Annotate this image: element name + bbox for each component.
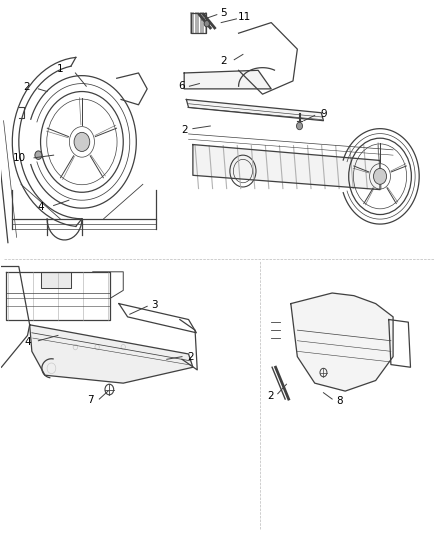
Polygon shape	[291, 293, 393, 391]
Circle shape	[35, 151, 42, 159]
Polygon shape	[186, 100, 323, 120]
Text: 11: 11	[238, 12, 251, 22]
Text: 9: 9	[320, 109, 327, 119]
Polygon shape	[41, 272, 71, 288]
Polygon shape	[30, 325, 193, 383]
Text: 2: 2	[181, 125, 187, 135]
Text: 1: 1	[57, 64, 64, 74]
Circle shape	[297, 122, 303, 130]
Text: 5: 5	[220, 8, 226, 18]
Text: 10: 10	[13, 153, 26, 163]
Circle shape	[374, 168, 387, 184]
Circle shape	[204, 20, 209, 27]
Text: 7: 7	[87, 395, 94, 405]
Polygon shape	[193, 144, 380, 190]
Text: 4: 4	[37, 202, 44, 212]
Text: 2: 2	[23, 82, 30, 92]
Text: 3: 3	[151, 300, 158, 310]
Circle shape	[74, 132, 90, 151]
Polygon shape	[184, 70, 271, 89]
Text: 4: 4	[24, 337, 31, 347]
Text: 2: 2	[187, 352, 194, 361]
Text: 2: 2	[220, 56, 226, 66]
Text: 2: 2	[267, 391, 274, 401]
Text: 8: 8	[337, 395, 343, 406]
Text: 6: 6	[179, 81, 185, 91]
